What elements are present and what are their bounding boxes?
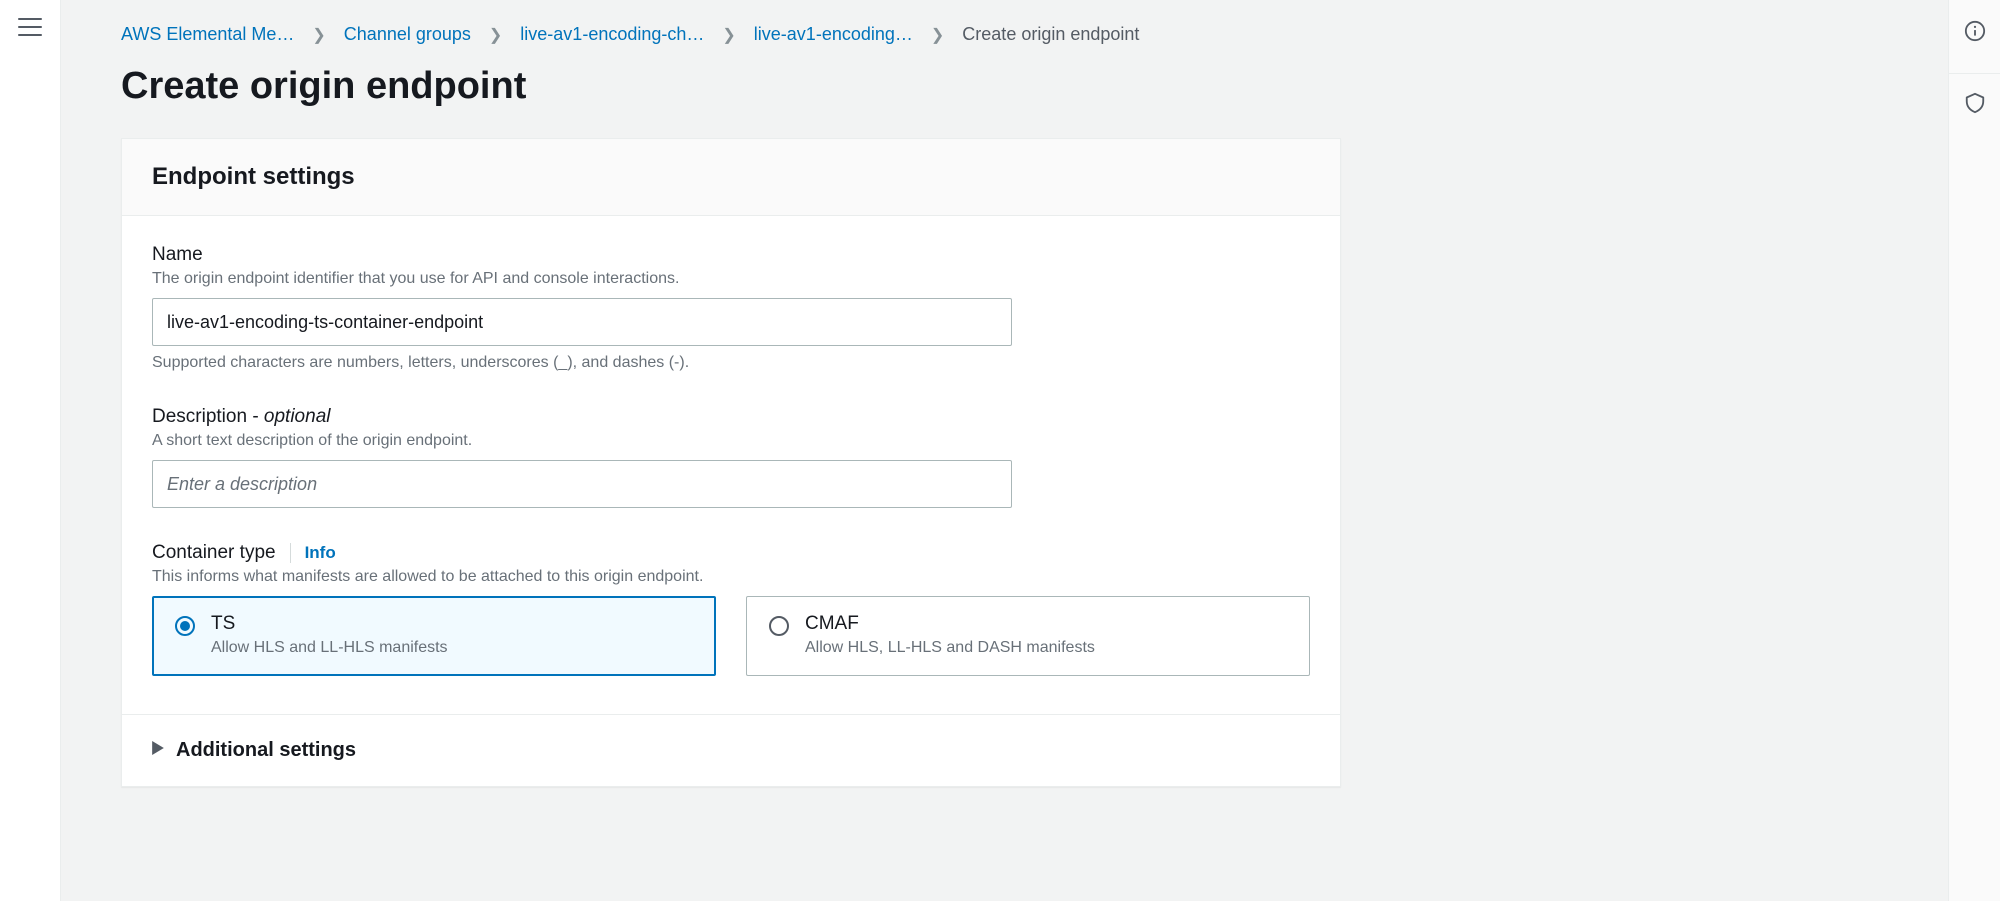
- description-optional: optional: [264, 406, 331, 427]
- tile-subtitle: Allow HLS, LL-HLS and DASH manifests: [805, 639, 1095, 657]
- caret-right-icon: [152, 741, 164, 760]
- breadcrumb-current: Create origin endpoint: [962, 24, 1139, 45]
- security-icon[interactable]: [1964, 92, 1986, 119]
- description-label: Description - optional: [152, 406, 1310, 428]
- field-description: Description - optional A short text desc…: [152, 406, 1310, 508]
- vertical-separator: [290, 543, 291, 563]
- left-nav-rail: [0, 0, 60, 901]
- chevron-right-icon: ❯: [312, 25, 325, 45]
- radio-icon: [769, 616, 789, 636]
- endpoint-settings-panel: Endpoint settings Name The origin endpoi…: [121, 138, 1341, 787]
- tile-title: TS: [211, 613, 448, 635]
- container-type-label: Container type: [152, 542, 276, 564]
- main-content: AWS Elemental Me… ❯ Channel groups ❯ liv…: [60, 0, 1948, 901]
- breadcrumb-link-channel-groups[interactable]: Channel groups: [344, 24, 471, 45]
- name-description: The origin endpoint identifier that you …: [152, 270, 1310, 288]
- additional-settings-toggle[interactable]: Additional settings: [122, 714, 1340, 786]
- info-icon[interactable]: [1964, 20, 1986, 47]
- breadcrumb-link-group[interactable]: live-av1-encoding-ch…: [520, 24, 704, 45]
- breadcrumb-link-service[interactable]: AWS Elemental Me…: [121, 24, 294, 45]
- name-label: Name: [152, 244, 1310, 266]
- info-link[interactable]: Info: [305, 543, 336, 563]
- tile-subtitle: Allow HLS and LL-HLS manifests: [211, 639, 448, 657]
- description-input[interactable]: [152, 460, 1012, 508]
- field-name: Name The origin endpoint identifier that…: [152, 244, 1310, 372]
- hamburger-icon[interactable]: [18, 18, 42, 36]
- panel-header: Endpoint settings: [122, 139, 1340, 216]
- description-label-text: Description -: [152, 406, 264, 427]
- tile-title: CMAF: [805, 613, 1095, 635]
- container-type-option-ts[interactable]: TS Allow HLS and LL-HLS manifests: [152, 596, 716, 676]
- container-type-description: This informs what manifests are allowed …: [152, 568, 1310, 586]
- name-input[interactable]: [152, 298, 1012, 346]
- breadcrumb: AWS Elemental Me… ❯ Channel groups ❯ liv…: [121, 24, 1888, 45]
- field-container-type: Container type Info This informs what ma…: [152, 542, 1310, 676]
- container-type-option-cmaf[interactable]: CMAF Allow HLS, LL-HLS and DASH manifest…: [746, 596, 1310, 676]
- panel-heading: Endpoint settings: [152, 163, 1310, 191]
- chevron-right-icon: ❯: [931, 25, 944, 45]
- chevron-right-icon: ❯: [489, 25, 502, 45]
- right-tool-rail: [1948, 0, 2000, 901]
- page-title: Create origin endpoint: [121, 65, 1888, 108]
- description-description: A short text description of the origin e…: [152, 432, 1310, 450]
- chevron-right-icon: ❯: [722, 25, 735, 45]
- additional-settings-label: Additional settings: [176, 739, 356, 762]
- breadcrumb-link-channel[interactable]: live-av1-encoding…: [754, 24, 913, 45]
- rail-separator: [1949, 73, 2000, 74]
- name-hint: Supported characters are numbers, letter…: [152, 354, 1310, 372]
- radio-icon: [175, 616, 195, 636]
